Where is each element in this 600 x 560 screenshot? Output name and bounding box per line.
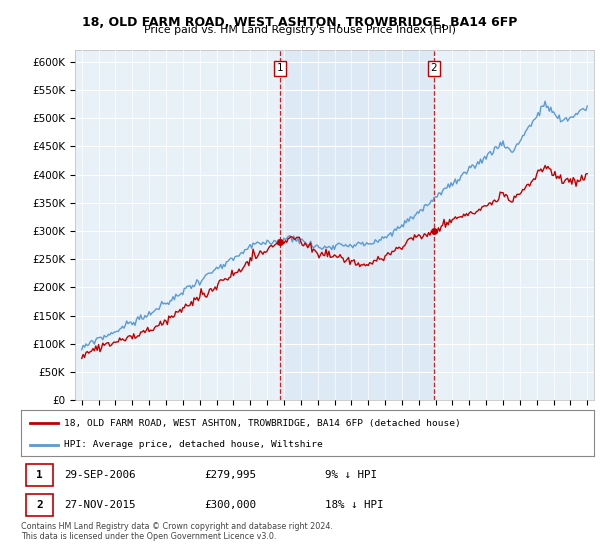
- Text: £279,995: £279,995: [205, 470, 256, 480]
- Text: 18, OLD FARM ROAD, WEST ASHTON, TROWBRIDGE, BA14 6FP: 18, OLD FARM ROAD, WEST ASHTON, TROWBRID…: [82, 16, 518, 29]
- Bar: [280, 50, 434, 400]
- Text: 2: 2: [36, 500, 43, 510]
- Text: HPI: Average price, detached house, Wiltshire: HPI: Average price, detached house, Wilt…: [64, 440, 323, 450]
- Text: Price paid vs. HM Land Registry's House Price Index (HPI): Price paid vs. HM Land Registry's House …: [144, 25, 456, 35]
- Text: 2: 2: [431, 63, 437, 73]
- Text: 1: 1: [36, 470, 43, 480]
- Text: 9% ↓ HPI: 9% ↓ HPI: [325, 470, 377, 480]
- Text: Contains HM Land Registry data © Crown copyright and database right 2024.
This d: Contains HM Land Registry data © Crown c…: [21, 522, 333, 542]
- Text: 1: 1: [277, 63, 283, 73]
- Text: 29-SEP-2006: 29-SEP-2006: [64, 470, 136, 480]
- Text: 18, OLD FARM ROAD, WEST ASHTON, TROWBRIDGE, BA14 6FP (detached house): 18, OLD FARM ROAD, WEST ASHTON, TROWBRID…: [64, 419, 461, 428]
- Text: 18% ↓ HPI: 18% ↓ HPI: [325, 500, 383, 510]
- Text: 27-NOV-2015: 27-NOV-2015: [64, 500, 136, 510]
- FancyBboxPatch shape: [26, 494, 53, 516]
- Text: £300,000: £300,000: [205, 500, 256, 510]
- FancyBboxPatch shape: [26, 464, 53, 486]
